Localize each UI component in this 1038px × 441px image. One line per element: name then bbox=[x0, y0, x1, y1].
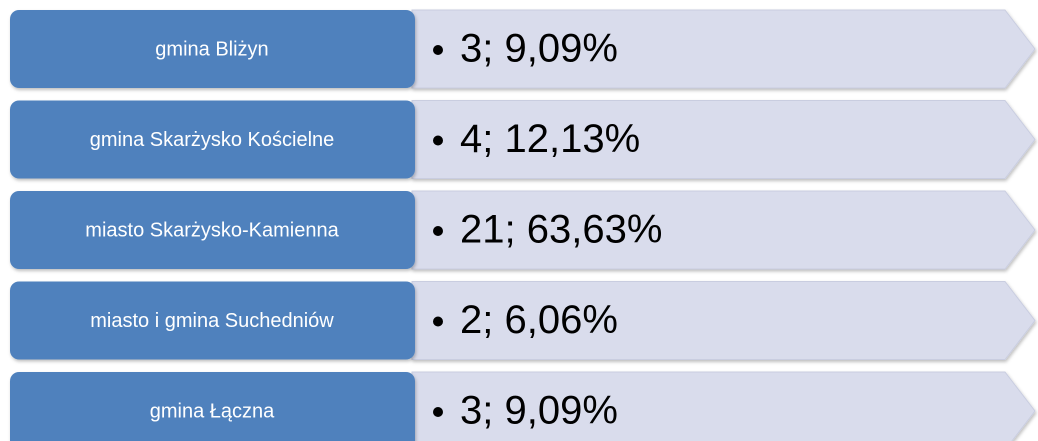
label-box bbox=[10, 281, 415, 360]
value-text: 21; 63,63% bbox=[460, 208, 662, 252]
bullet bbox=[433, 316, 443, 327]
label: miasto i gmina Suchedniów bbox=[90, 310, 334, 332]
row: gmina Skarżysko Kościelne 4; 12,13% bbox=[10, 100, 1036, 179]
bullet bbox=[433, 407, 443, 417]
label: gmina Łączna bbox=[150, 400, 275, 422]
row: miasto i gmina Suchedniów 2; 6,06% bbox=[10, 281, 1036, 360]
label-box bbox=[10, 100, 415, 179]
bullet bbox=[433, 135, 443, 146]
label-box bbox=[10, 191, 415, 269]
label: miasto Skarżysko-Kamienna bbox=[85, 219, 339, 241]
label-box bbox=[10, 372, 415, 441]
row: gmina Bliżyn 3; 9,09% bbox=[10, 9, 1036, 89]
value-text: 3; 9,09% bbox=[460, 27, 618, 71]
bullet bbox=[433, 45, 443, 55]
label: gmina Bliżyn bbox=[155, 38, 268, 60]
value-text: 2; 6,06% bbox=[460, 298, 618, 342]
label-box bbox=[10, 10, 415, 88]
row: gmina Łączna 3; 9,09% bbox=[10, 371, 1036, 441]
label: gmina Skarżysko Kościelne bbox=[90, 129, 335, 151]
value-text: 4; 12,13% bbox=[460, 117, 640, 161]
value-text: 3; 9,09% bbox=[460, 389, 618, 433]
bullet bbox=[433, 226, 443, 236]
row: miasto Skarżysko-Kamienna 21; 63,63% bbox=[10, 190, 1036, 270]
